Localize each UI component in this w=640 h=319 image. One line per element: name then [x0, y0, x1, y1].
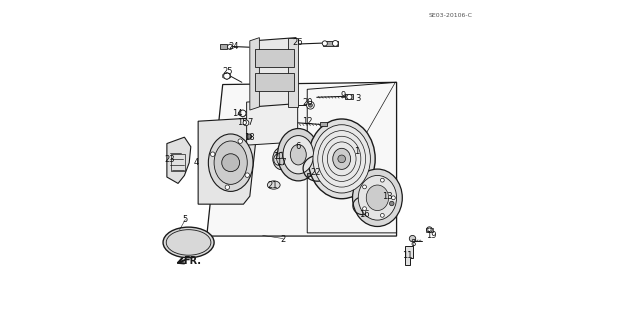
Circle shape	[245, 173, 250, 177]
Text: 10: 10	[273, 152, 284, 161]
Text: 11: 11	[403, 251, 413, 260]
Circle shape	[363, 207, 367, 211]
Text: 5: 5	[183, 215, 188, 224]
Text: 19: 19	[426, 231, 436, 240]
Text: 16: 16	[358, 210, 369, 219]
Ellipse shape	[276, 152, 287, 165]
Polygon shape	[246, 99, 298, 145]
Bar	[171, 154, 186, 171]
Circle shape	[428, 228, 431, 231]
Bar	[255, 49, 294, 67]
Polygon shape	[288, 38, 298, 107]
Polygon shape	[253, 38, 296, 107]
Text: 8: 8	[411, 239, 416, 248]
Circle shape	[238, 139, 243, 143]
Circle shape	[307, 101, 314, 109]
Ellipse shape	[353, 169, 403, 226]
Ellipse shape	[273, 147, 291, 170]
Text: 25: 25	[223, 67, 234, 76]
Polygon shape	[250, 38, 259, 110]
Text: 20: 20	[303, 98, 313, 107]
Text: 3: 3	[356, 94, 361, 103]
Circle shape	[380, 178, 384, 182]
Text: 21: 21	[267, 181, 277, 189]
Bar	[307, 173, 310, 176]
Ellipse shape	[308, 119, 375, 199]
Ellipse shape	[163, 227, 214, 258]
Circle shape	[392, 196, 396, 200]
Circle shape	[363, 185, 367, 189]
Text: 22: 22	[310, 168, 321, 177]
Circle shape	[243, 120, 249, 126]
Circle shape	[227, 44, 232, 49]
Ellipse shape	[366, 185, 388, 211]
Text: 14: 14	[232, 109, 243, 118]
Polygon shape	[239, 110, 246, 117]
Circle shape	[308, 103, 312, 107]
Polygon shape	[223, 73, 230, 79]
Bar	[426, 228, 433, 232]
Text: 6: 6	[295, 142, 300, 151]
Text: FR.: FR.	[184, 256, 202, 266]
Text: 24: 24	[228, 42, 239, 51]
Bar	[345, 94, 353, 99]
Text: 13: 13	[382, 192, 393, 201]
Ellipse shape	[278, 129, 319, 181]
Ellipse shape	[358, 175, 397, 220]
Circle shape	[390, 201, 394, 206]
Circle shape	[322, 41, 327, 46]
Ellipse shape	[291, 145, 307, 165]
Text: 26: 26	[292, 38, 303, 47]
Text: 15: 15	[237, 118, 247, 127]
Circle shape	[223, 73, 230, 79]
Bar	[220, 44, 227, 49]
Circle shape	[426, 227, 432, 233]
Text: 4: 4	[194, 158, 199, 167]
Circle shape	[338, 155, 346, 163]
Ellipse shape	[268, 181, 280, 189]
Circle shape	[239, 110, 246, 116]
Bar	[255, 73, 294, 91]
Polygon shape	[406, 246, 413, 265]
Circle shape	[332, 41, 338, 46]
Circle shape	[246, 134, 252, 139]
Circle shape	[225, 185, 230, 189]
Bar	[323, 41, 338, 46]
Ellipse shape	[283, 136, 314, 174]
Text: 9: 9	[340, 91, 346, 100]
Text: 7: 7	[248, 118, 253, 127]
Bar	[320, 122, 327, 126]
Ellipse shape	[313, 125, 371, 193]
Circle shape	[410, 235, 416, 242]
Ellipse shape	[274, 154, 284, 165]
Text: SE03-20106-C: SE03-20106-C	[429, 13, 473, 18]
Polygon shape	[198, 118, 256, 204]
Circle shape	[380, 213, 384, 217]
Ellipse shape	[209, 134, 253, 191]
Circle shape	[347, 94, 352, 100]
Text: 2: 2	[281, 235, 286, 244]
Circle shape	[221, 154, 239, 172]
Text: 17: 17	[276, 158, 287, 167]
Text: 1: 1	[354, 147, 359, 156]
Text: 23: 23	[164, 155, 175, 164]
Polygon shape	[207, 82, 397, 236]
Ellipse shape	[333, 148, 351, 169]
Text: 18: 18	[244, 133, 255, 142]
Ellipse shape	[214, 141, 247, 184]
Polygon shape	[167, 137, 191, 183]
Text: 12: 12	[302, 117, 312, 126]
Circle shape	[211, 152, 215, 156]
